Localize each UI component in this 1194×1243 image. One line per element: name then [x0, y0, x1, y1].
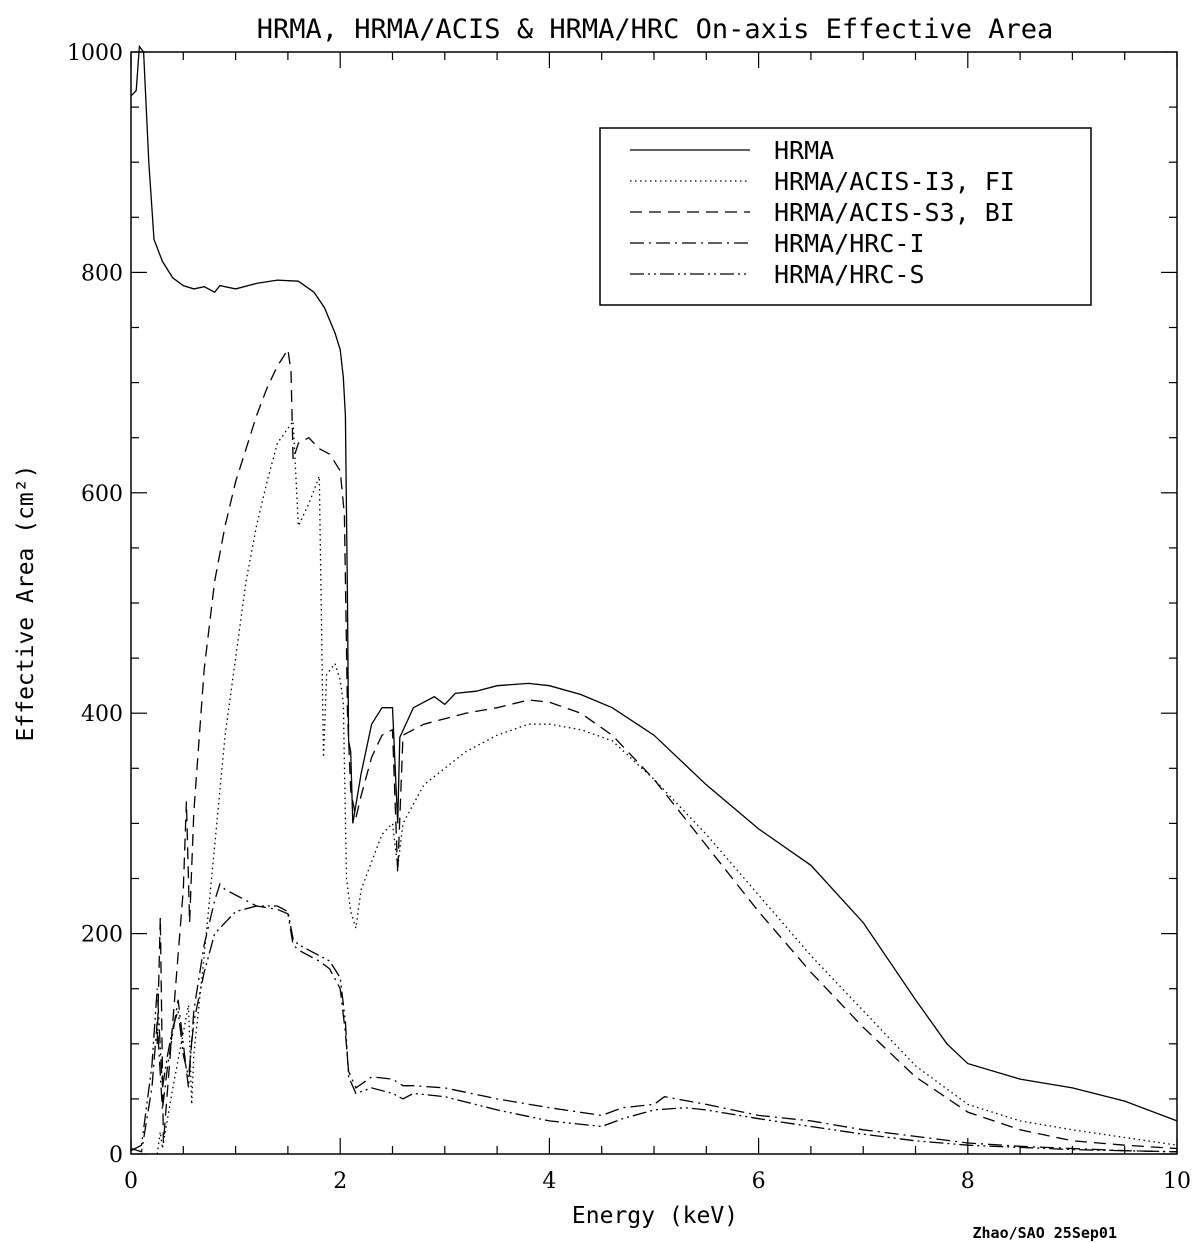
legend-box — [599, 127, 1092, 306]
x-tick-label: 8 — [961, 1169, 975, 1194]
legend-label: HRMA/ACIS-I3, FI — [774, 167, 1015, 196]
y-tick-label: 1000 — [67, 41, 123, 66]
x-axis-label: Energy (keV) — [572, 1203, 738, 1229]
x-tick-label: 2 — [333, 1169, 347, 1194]
credit-text: Zhao/SAO 25Sep01 — [973, 1224, 1118, 1242]
axis-tick-labels: 0 2 4 6 8 10 0 200 400 600 800 1000 — [67, 41, 1191, 1194]
y-tick-label: 0 — [109, 1143, 123, 1168]
axis-ticks — [130, 51, 1178, 1155]
series-line-2 — [156, 419, 1178, 1155]
y-tick-label: 400 — [81, 702, 123, 727]
x-tick-label: 0 — [124, 1169, 138, 1194]
legend-label: HRMA/ACIS-S3, BI — [774, 198, 1015, 227]
x-tick-label: 4 — [542, 1169, 556, 1194]
legend-label: HRMA/HRC-I — [774, 229, 925, 258]
legend-label: HRMA/HRC-S — [774, 260, 925, 289]
y-tick-label: 200 — [81, 923, 123, 948]
x-tick-label: 6 — [752, 1169, 766, 1194]
chart-title: HRMA, HRMA/ACIS & HRMA/HRC On-axis Effec… — [257, 14, 1054, 45]
series-line-3 — [156, 347, 1178, 1150]
y-tick-label: 600 — [81, 482, 123, 507]
series-line-1 — [130, 44, 1178, 1122]
series-line-5 — [130, 905, 1178, 1153]
legend-label: HRMA — [774, 136, 834, 165]
series-line-4 — [130, 882, 1178, 1153]
x-tick-label: 10 — [1163, 1169, 1191, 1194]
y-tick-label: 800 — [81, 261, 123, 286]
y-axis-label: Effective Area (cm²) — [13, 465, 39, 742]
series-lines — [130, 44, 1178, 1155]
